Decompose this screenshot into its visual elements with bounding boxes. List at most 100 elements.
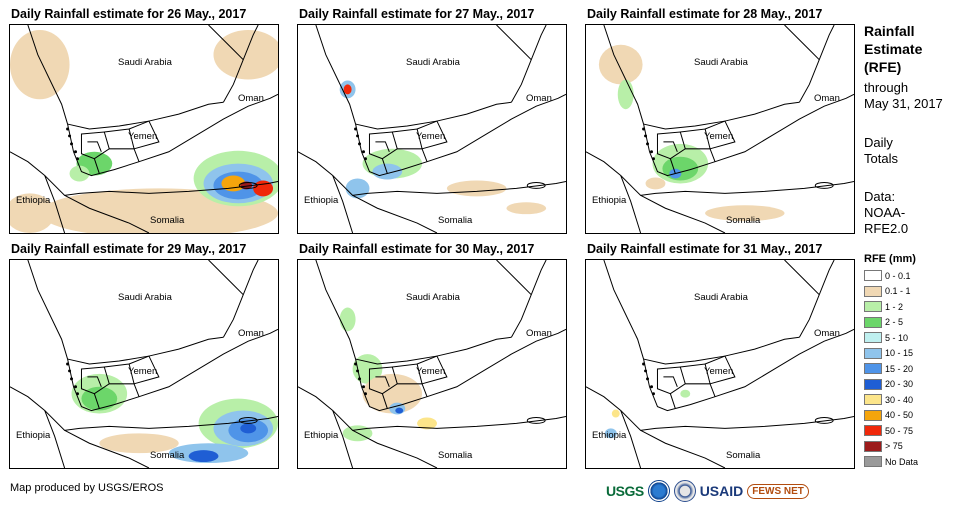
legend-item: > 75: [864, 439, 959, 455]
legend-label: 10 - 15: [885, 348, 914, 359]
legend-item: 30 - 40: [864, 392, 959, 408]
legend-item: 0.1 - 1: [864, 284, 959, 300]
map-label-saudi: Saudi Arabia: [118, 292, 172, 303]
map-label-ethiopia: Ethiopia: [592, 430, 627, 441]
map-label-somalia: Somalia: [150, 215, 185, 226]
legend-title: RFE (mm): [864, 253, 916, 265]
legend-swatch: [864, 285, 882, 297]
usgs-logo: USGS: [606, 483, 644, 499]
map-panel-5: Saudi Arabia Oman Yemen Ethiopia Somalia: [297, 259, 567, 469]
map-label-ethiopia: Ethiopia: [304, 430, 339, 441]
legend-item: 1 - 2: [864, 299, 959, 315]
agency-logos: USGS USAID FEWS NET: [606, 478, 809, 504]
rainfall-map: [298, 260, 566, 468]
map-panel-1: Saudi Arabia Oman Yemen Ethiopia Somalia: [9, 24, 279, 234]
panel-title-5: Daily Rainfall estimate for 30 May., 201…: [299, 242, 535, 256]
map-label-somalia: Somalia: [438, 215, 473, 226]
map-credit: Map produced by USGS/EROS: [10, 482, 164, 494]
legend-swatch: [864, 363, 882, 375]
map-panel-6: Saudi Arabia Oman Yemen Ethiopia Somalia: [585, 259, 855, 469]
legend-label: 15 - 20: [885, 363, 914, 374]
legend-label: 0 - 0.1: [885, 270, 911, 281]
legend-swatch: [864, 347, 882, 359]
legend-item: 5 - 10: [864, 330, 959, 346]
rfe-through: through May 31, 2017: [864, 80, 943, 111]
map-label-oman: Oman: [526, 328, 552, 339]
panel-title-1: Daily Rainfall estimate for 26 May., 201…: [11, 7, 247, 21]
legend-label: No Data: [885, 456, 919, 467]
map-panel-4: Saudi Arabia Oman Yemen Ethiopia Somalia: [9, 259, 279, 469]
map-label-ethiopia: Ethiopia: [16, 430, 51, 441]
legend-label: 20 - 30: [885, 379, 914, 390]
map-label-yemen: Yemen: [128, 131, 158, 142]
map-label-yemen: Yemen: [704, 131, 734, 142]
legend-item: 40 - 50: [864, 408, 959, 424]
rfe-data-source: Data: NOAA- RFE2.0: [864, 189, 909, 236]
map-label-yemen: Yemen: [128, 366, 158, 377]
rfe-daily-totals: Daily Totals: [864, 135, 898, 166]
legend-item: 0 - 0.1: [864, 268, 959, 284]
legend-item: 2 - 5: [864, 315, 959, 331]
legend-label: 1 - 2: [885, 301, 904, 312]
legend-item: 10 - 15: [864, 346, 959, 362]
legend-label: 5 - 10: [885, 332, 909, 343]
legend-swatch: [864, 456, 882, 468]
map-label-ethiopia: Ethiopia: [592, 195, 627, 206]
legend-swatch: [864, 301, 882, 313]
rfe-legend: RFE (mm) 0 - 0.1 0.1 - 1 1 - 2 2 - 5 5 - 10 1…: [864, 253, 959, 470]
legend-swatch: [864, 316, 882, 328]
map-label-somalia: Somalia: [438, 450, 473, 461]
legend-label: 40 - 50: [885, 410, 914, 421]
map-label-yemen: Yemen: [416, 366, 446, 377]
rainfall-map: [10, 260, 278, 468]
legend-item: 20 - 30: [864, 377, 959, 393]
rainfall-map: [298, 25, 566, 233]
map-label-saudi: Saudi Arabia: [694, 292, 748, 303]
map-label-oman: Oman: [814, 328, 840, 339]
legend-swatch: [864, 425, 882, 437]
map-label-oman: Oman: [238, 93, 264, 104]
panel-title-6: Daily Rainfall estimate for 31 May., 201…: [587, 242, 823, 256]
legend-swatch: [864, 394, 882, 406]
legend-label: > 75: [885, 441, 903, 452]
legend-swatch: [864, 270, 882, 282]
legend-swatch: [864, 440, 882, 452]
map-label-ethiopia: Ethiopia: [16, 195, 51, 206]
map-label-saudi: Saudi Arabia: [406, 292, 460, 303]
map-panel-3: Saudi Arabia Oman Yemen Ethiopia Somalia: [585, 24, 855, 234]
legend-label: 30 - 40: [885, 394, 914, 405]
map-label-somalia: Somalia: [726, 215, 761, 226]
map-label-yemen: Yemen: [416, 131, 446, 142]
usaid-logo: USAID: [699, 483, 744, 499]
legend-label: 2 - 5: [885, 317, 904, 328]
map-label-saudi: Saudi Arabia: [406, 57, 460, 68]
map-label-oman: Oman: [526, 93, 552, 104]
map-label-somalia: Somalia: [726, 450, 761, 461]
panel-title-2: Daily Rainfall estimate for 27 May., 201…: [299, 7, 535, 21]
panel-title-4: Daily Rainfall estimate for 29 May., 201…: [11, 242, 247, 256]
map-panel-2: Saudi Arabia Oman Yemen Ethiopia Somalia: [297, 24, 567, 234]
map-label-ethiopia: Ethiopia: [304, 195, 339, 206]
legend-swatch: [864, 332, 882, 344]
noaa-logo: [647, 480, 670, 502]
rainfall-map: [586, 25, 854, 233]
legend-label: 50 - 75: [885, 425, 914, 436]
legend-swatch: [864, 378, 882, 390]
legend-label: 0.1 - 1: [885, 286, 911, 297]
rainfall-map: [586, 260, 854, 468]
map-label-oman: Oman: [238, 328, 264, 339]
dos-seal-logo: [673, 480, 696, 502]
map-label-yemen: Yemen: [704, 366, 734, 377]
map-label-oman: Oman: [814, 93, 840, 104]
panel-title-3: Daily Rainfall estimate for 28 May., 201…: [587, 7, 823, 21]
rfe-title: Rainfall Estimate (RFE): [864, 23, 923, 75]
rainfall-map: [10, 25, 278, 233]
legend-item: 15 - 20: [864, 361, 959, 377]
legend-item: No Data: [864, 454, 959, 470]
fews-net-logo: FEWS NET: [747, 483, 809, 499]
legend-item: 50 - 75: [864, 423, 959, 439]
map-label-somalia: Somalia: [150, 450, 185, 461]
map-label-saudi: Saudi Arabia: [694, 57, 748, 68]
map-label-saudi: Saudi Arabia: [118, 57, 172, 68]
legend-swatch: [864, 409, 882, 421]
